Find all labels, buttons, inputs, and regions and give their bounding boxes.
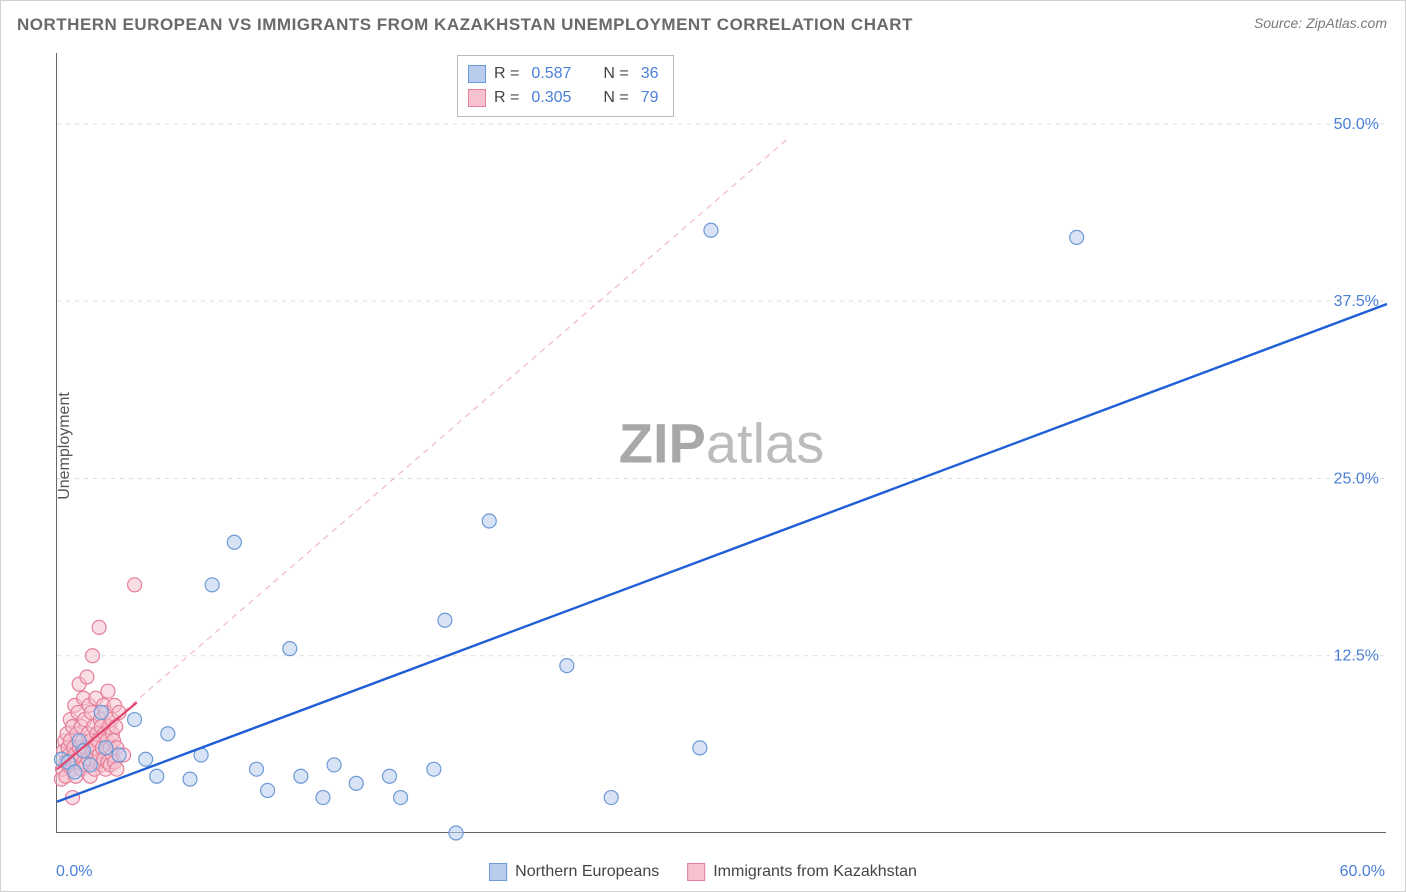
plot-area: ZIPatlas 12.5%25.0%37.5%50.0% — [56, 53, 1386, 833]
series-legend-label: Immigrants from Kazakhstan — [713, 863, 917, 881]
data-point — [80, 670, 94, 684]
data-point — [316, 791, 330, 805]
legend-n-value: 79 — [641, 86, 659, 110]
data-point — [427, 762, 441, 776]
data-point — [449, 826, 463, 840]
y-axis-tick-label: 25.0% — [1334, 470, 1379, 487]
data-point — [161, 727, 175, 741]
y-axis-tick-label: 37.5% — [1334, 293, 1379, 310]
data-point — [128, 578, 142, 592]
legend-row: R = 0.587 N = 36 — [468, 62, 663, 86]
data-point — [227, 535, 241, 549]
x-axis-tick-0: 0.0% — [56, 863, 92, 881]
data-point — [693, 741, 707, 755]
data-point — [250, 762, 264, 776]
data-point — [150, 769, 164, 783]
data-point — [205, 578, 219, 592]
series-legend-item: Northern Europeans — [489, 863, 659, 881]
series-legend-item: Immigrants from Kazakhstan — [687, 863, 917, 881]
data-point — [438, 613, 452, 627]
x-axis-tick-60: 60.0% — [1340, 863, 1385, 881]
data-point — [482, 514, 496, 528]
data-point — [85, 649, 99, 663]
chart-title: NORTHERN EUROPEAN VS IMMIGRANTS FROM KAZ… — [17, 15, 913, 35]
correlation-legend: R = 0.587 N = 36 R = 0.305 N = 79 — [457, 55, 674, 117]
legend-n-label: N = — [603, 86, 628, 110]
legend-swatch-icon — [468, 65, 486, 83]
legend-r-value: 0.305 — [531, 86, 571, 110]
data-point — [349, 776, 363, 790]
data-point — [139, 752, 153, 766]
scatter-plot-svg: 12.5% 25.0% 37.5% 50.0% — [57, 53, 1387, 833]
legend-swatch-icon — [687, 863, 705, 881]
data-point — [261, 783, 275, 797]
data-point — [128, 713, 142, 727]
legend-r-label: R = — [494, 62, 519, 86]
chart-container: NORTHERN EUROPEAN VS IMMIGRANTS FROM KAZ… — [0, 0, 1406, 892]
y-axis-tick-label: 50.0% — [1334, 116, 1379, 133]
data-point — [94, 705, 108, 719]
series-legend-label: Northern Europeans — [515, 863, 659, 881]
legend-r-label: R = — [494, 86, 519, 110]
source-attribution: Source: ZipAtlas.com — [1254, 15, 1387, 31]
data-point — [283, 642, 297, 656]
legend-n-value: 36 — [641, 62, 659, 86]
data-point — [394, 791, 408, 805]
data-point — [112, 748, 126, 762]
legend-swatch-icon — [468, 89, 486, 107]
legend-r-value: 0.587 — [531, 62, 571, 86]
legend-row: R = 0.305 N = 79 — [468, 86, 663, 110]
data-point — [294, 769, 308, 783]
data-point — [68, 765, 82, 779]
data-point — [109, 720, 123, 734]
data-point — [704, 223, 718, 237]
data-point — [110, 762, 124, 776]
data-point — [327, 758, 341, 772]
data-point — [560, 659, 574, 673]
y-axis-tick-label: 12.5% — [1334, 648, 1379, 665]
data-point — [183, 772, 197, 786]
series-legend: Northern Europeans Immigrants from Kazakh… — [489, 863, 917, 881]
data-point — [83, 758, 97, 772]
data-point — [99, 741, 113, 755]
data-point — [101, 684, 115, 698]
data-point — [383, 769, 397, 783]
data-point — [604, 791, 618, 805]
data-point — [1070, 230, 1084, 244]
legend-swatch-icon — [489, 863, 507, 881]
legend-n-label: N = — [603, 62, 628, 86]
data-point — [92, 620, 106, 634]
